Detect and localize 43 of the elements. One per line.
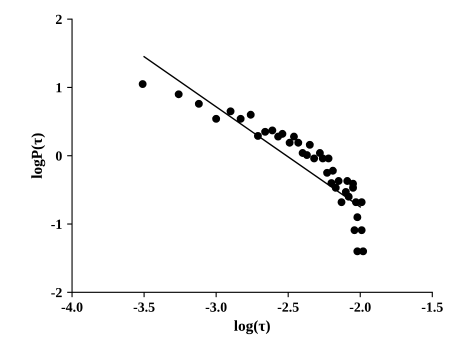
point — [294, 138, 302, 147]
x-tick-label: -1.5 — [422, 302, 443, 312]
x-tick-label: -3.5 — [134, 302, 155, 312]
point — [343, 177, 352, 185]
point — [344, 192, 353, 201]
point — [358, 198, 366, 206]
point — [212, 114, 220, 123]
x-axis-title: log(τ) — [234, 320, 270, 334]
x-tick-label: -3.0 — [206, 302, 227, 312]
y-axis-title: logP(τ) — [31, 133, 46, 178]
point — [327, 179, 336, 187]
point — [194, 100, 203, 108]
point — [268, 126, 276, 134]
point — [310, 154, 318, 162]
x-tick-label: -2.0 — [350, 302, 371, 312]
y-tick-label: 0 — [56, 151, 62, 161]
point — [324, 154, 332, 162]
y-tick-label: 2 — [56, 14, 62, 24]
point — [174, 90, 183, 98]
point — [334, 177, 343, 185]
point — [246, 110, 255, 119]
point — [254, 132, 262, 140]
point — [278, 130, 286, 138]
point — [226, 107, 235, 116]
point — [138, 80, 147, 88]
point — [286, 138, 294, 147]
point — [358, 226, 366, 234]
point — [306, 140, 314, 149]
point — [350, 226, 358, 234]
y-tick-label: -2 — [51, 288, 62, 298]
point — [302, 151, 311, 159]
y-tick-label: -1 — [51, 220, 62, 229]
point — [290, 132, 298, 141]
point — [332, 184, 340, 192]
point — [353, 213, 362, 222]
point — [359, 247, 368, 256]
point — [236, 114, 245, 123]
point — [328, 166, 337, 175]
point — [338, 198, 346, 206]
y-tick-label: 1 — [56, 83, 62, 92]
x-tick-label: -2.5 — [278, 302, 299, 312]
x-tick-label: -4.0 — [62, 302, 83, 312]
point — [261, 128, 270, 136]
